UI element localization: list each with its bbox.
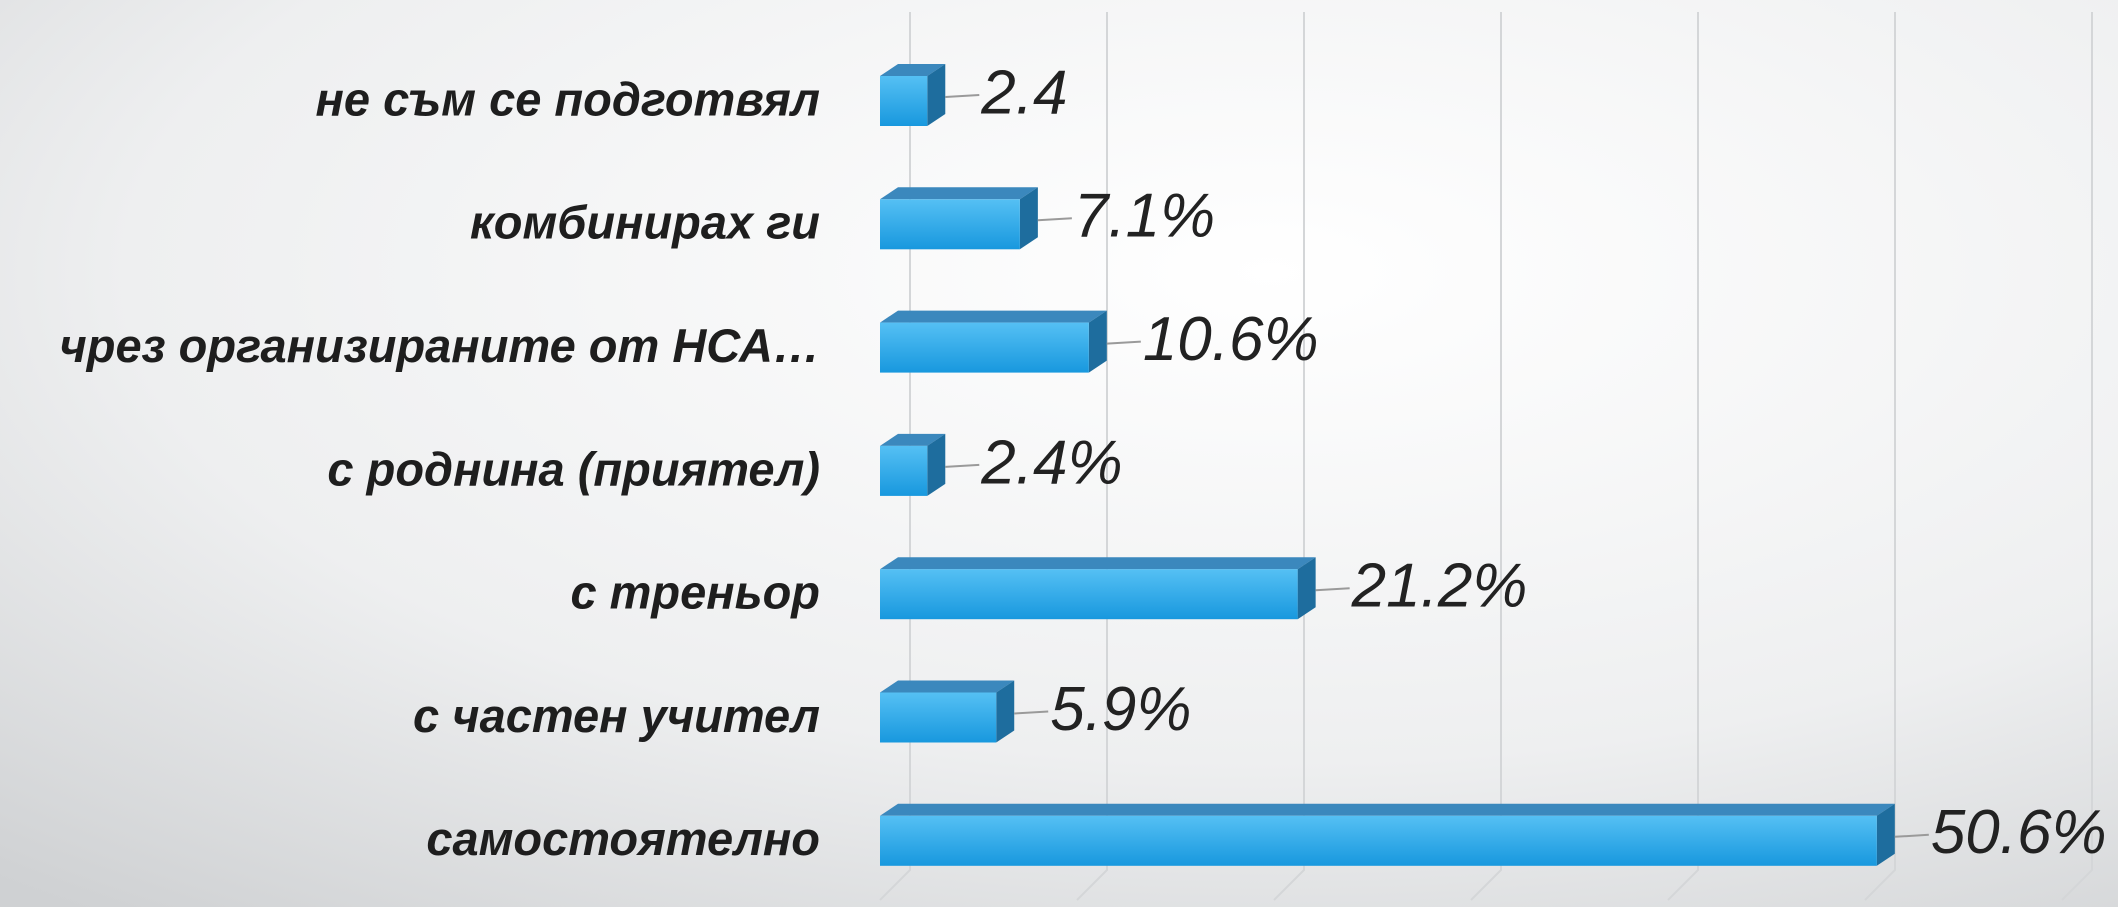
grid-line xyxy=(1864,12,1896,901)
bar-side xyxy=(1876,803,1895,866)
bar-side xyxy=(927,433,946,496)
grid-line xyxy=(1076,12,1108,901)
grid xyxy=(879,12,2093,901)
value-label: 2.4 xyxy=(980,58,1067,127)
bar xyxy=(880,815,1877,866)
category-label: комбинирах ги xyxy=(470,196,820,249)
grid-line xyxy=(2061,12,2093,901)
bar-side xyxy=(1088,310,1107,373)
leader-line xyxy=(1014,710,1049,715)
leader-line xyxy=(1106,340,1141,345)
value-label: 21.2% xyxy=(1351,552,1528,621)
bar xyxy=(880,199,1020,250)
bar-top xyxy=(880,680,1015,693)
bar-top xyxy=(880,310,1107,323)
bar xyxy=(880,692,997,743)
bar-top xyxy=(880,433,946,446)
grid-line xyxy=(1273,12,1305,901)
grid-line xyxy=(1667,12,1699,901)
bar-side xyxy=(1297,557,1316,620)
bar xyxy=(880,76,928,126)
bar-top xyxy=(880,187,1038,200)
bar-side xyxy=(927,64,946,126)
bar-top xyxy=(880,64,946,76)
bar xyxy=(880,322,1089,373)
leader-line xyxy=(945,463,980,468)
value-label: 50.6% xyxy=(1931,798,2107,867)
leader-line xyxy=(1894,833,1929,838)
bars: не съм се подготвял 2.4 комбинирах ги 7.1% ч… xyxy=(59,58,2106,867)
bar xyxy=(880,445,928,496)
grid-line xyxy=(1470,12,1502,901)
bar-side xyxy=(1019,187,1038,250)
category-label: не съм се подготвял xyxy=(315,72,820,125)
leader-line xyxy=(1315,587,1350,592)
category-label: самостоятелно xyxy=(426,812,820,865)
category-label: с роднина (приятел) xyxy=(327,442,820,495)
value-label: 7.1% xyxy=(1074,182,1215,251)
leader-line xyxy=(1037,217,1072,222)
category-label: с частен учител xyxy=(413,689,820,742)
value-label: 5.9% xyxy=(1050,675,1191,744)
value-label: 10.6% xyxy=(1143,305,1319,374)
bar-top xyxy=(880,803,1895,816)
category-label: с треньор xyxy=(570,566,820,619)
bar-side xyxy=(996,680,1015,743)
grid-line xyxy=(879,12,911,901)
value-label: 2.4% xyxy=(980,428,1122,497)
leader-line xyxy=(945,94,980,98)
category-label: чрез организираните от НСА… xyxy=(59,319,820,372)
bar xyxy=(880,569,1298,620)
bar-top xyxy=(880,557,1316,570)
